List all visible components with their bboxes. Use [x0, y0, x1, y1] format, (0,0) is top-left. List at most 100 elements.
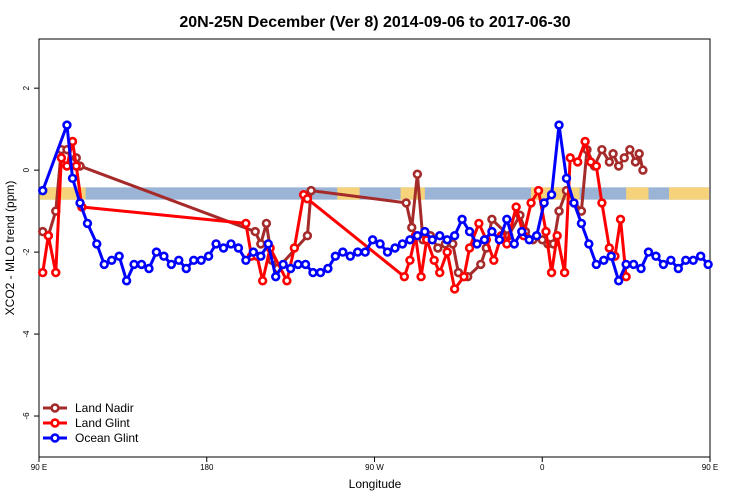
series-land-glint	[38, 136, 631, 294]
data-point	[67, 173, 78, 184]
land-band-segment	[626, 187, 649, 200]
data-point	[263, 239, 273, 249]
data-point	[643, 247, 654, 257]
data-point	[129, 259, 139, 270]
data-point	[599, 255, 609, 265]
y-tick-label: -6	[22, 412, 31, 420]
data-point	[591, 161, 602, 171]
data-point	[554, 206, 564, 216]
data-point	[494, 235, 505, 245]
data-point	[591, 259, 602, 270]
data-point	[51, 267, 61, 278]
data-point	[56, 153, 67, 163]
data-point	[688, 255, 698, 265]
data-point	[248, 247, 259, 257]
data-point	[489, 255, 499, 265]
data-point	[552, 231, 562, 241]
data-point	[517, 226, 527, 237]
data-point	[695, 251, 706, 261]
data-point	[479, 235, 490, 245]
data-point	[144, 263, 154, 274]
data-point	[604, 157, 615, 167]
data-point	[625, 144, 635, 155]
data-point	[681, 255, 691, 265]
data-point	[457, 214, 467, 225]
data-point	[561, 173, 572, 184]
land-band-segment	[668, 187, 709, 200]
data-point	[196, 255, 206, 265]
data-point	[546, 267, 557, 278]
data-point	[43, 231, 54, 241]
data-point	[511, 202, 521, 212]
data-point	[541, 226, 551, 237]
data-point	[302, 231, 313, 241]
data-point	[636, 263, 646, 274]
data-point	[487, 214, 497, 225]
data-point	[464, 243, 475, 253]
data-point	[487, 226, 497, 237]
data-point	[289, 243, 300, 253]
data-point	[412, 231, 423, 241]
data-point	[401, 198, 411, 208]
data-point	[442, 247, 452, 257]
data-point	[442, 235, 452, 245]
x-tick-label: 90 W	[365, 463, 384, 472]
data-point	[136, 259, 147, 270]
data-point	[405, 235, 415, 245]
data-point	[375, 239, 385, 249]
data-point	[151, 247, 162, 257]
data-point	[308, 267, 318, 278]
data-point	[166, 259, 177, 270]
data-point	[390, 243, 400, 253]
data-point	[302, 194, 313, 204]
data-point	[427, 235, 437, 245]
data-point	[472, 239, 482, 249]
data-point	[572, 157, 583, 167]
data-point	[606, 251, 616, 261]
data-point	[531, 231, 542, 241]
data-point	[121, 276, 132, 286]
data-point	[256, 239, 266, 249]
data-point	[241, 255, 251, 265]
data-point	[638, 165, 648, 175]
x-tick-label: 180	[200, 463, 214, 472]
x-axis-label: Longitude	[349, 477, 402, 491]
data-point	[271, 271, 281, 282]
data-point	[621, 271, 631, 282]
data-point	[539, 198, 549, 208]
y-tick-label: 2	[22, 85, 31, 90]
data-point	[159, 251, 169, 261]
data-point	[666, 255, 676, 265]
data-point	[256, 251, 266, 261]
data-point	[420, 226, 430, 237]
x-tick-label: 90 E	[702, 463, 718, 472]
data-point	[338, 247, 348, 257]
data-point	[315, 267, 326, 278]
data-point	[345, 251, 355, 261]
data-point	[464, 226, 475, 237]
y-tick-label: 0	[22, 167, 31, 172]
legend-label: Land Nadir	[75, 401, 134, 415]
data-point	[306, 185, 316, 196]
data-point	[546, 190, 557, 200]
data-point	[559, 267, 570, 278]
data-point	[203, 251, 214, 261]
y-axis-label: XCO2 - MLO trend (ppm)	[3, 181, 17, 316]
data-point	[62, 120, 72, 130]
data-point	[181, 263, 191, 274]
data-point	[71, 161, 81, 171]
data-point	[613, 276, 624, 286]
data-point	[565, 153, 575, 163]
land-band-segment	[40, 187, 86, 200]
data-point	[285, 263, 296, 274]
legend-marker	[50, 403, 60, 413]
data-point	[435, 231, 445, 241]
data-point	[226, 239, 236, 249]
data-point	[449, 231, 460, 241]
data-point	[278, 259, 288, 270]
data-point	[509, 239, 519, 249]
legend-marker	[50, 433, 60, 443]
data-point	[630, 157, 641, 167]
